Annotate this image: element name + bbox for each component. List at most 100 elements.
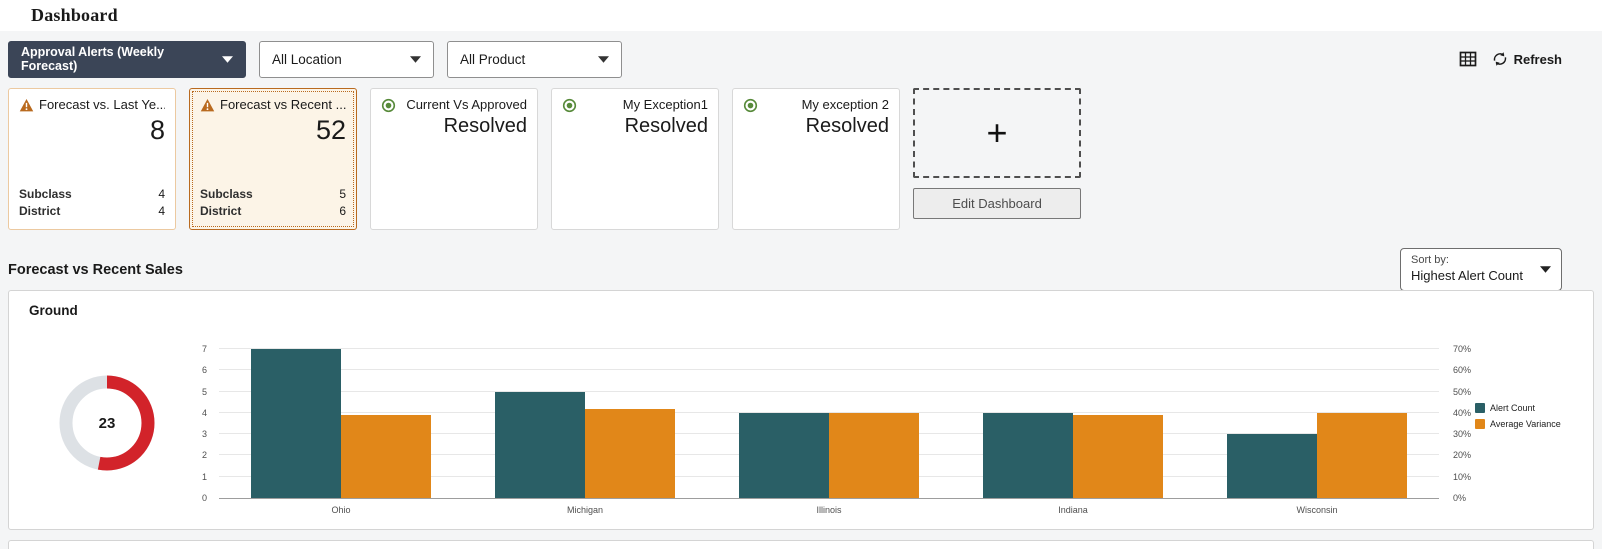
sort-value: Highest Alert Count <box>1411 267 1524 283</box>
card-value: Resolved <box>805 115 889 137</box>
left-axis-tick: 3 <box>201 429 207 440</box>
card-row-value: 6 <box>339 204 346 219</box>
sort-lines: Sort by: Highest Alert Count <box>1411 254 1523 284</box>
sort-by-select[interactable]: Sort by: Highest Alert Count <box>1400 248 1562 291</box>
card-3-resolved[interactable]: Current Vs Approved Resolved <box>370 88 538 230</box>
chevron-down-icon <box>222 55 233 63</box>
right-axis-tick: 70% <box>1453 344 1472 354</box>
card-row-label: District <box>19 204 61 219</box>
card-title: Current Vs Approved <box>406 98 527 113</box>
card-row-value: 4 <box>158 204 165 219</box>
right-axis-tick: 20% <box>1453 450 1472 461</box>
card-head: My Exception1 <box>562 98 708 113</box>
card-head: Current Vs Approved <box>381 98 527 113</box>
refresh-button[interactable]: Refresh <box>1492 51 1562 67</box>
bar-average-variance-wisconsin[interactable] <box>1317 412 1408 498</box>
left-axis-tick: 4 <box>201 407 207 418</box>
bar-average-variance-indiana[interactable] <box>1073 415 1164 498</box>
card-value: Resolved <box>443 115 527 137</box>
sort-label: Sort by: <box>1411 254 1449 266</box>
card-1-alert[interactable]: Forecast vs. Last Ye... 8 Subclass 4 Distric… <box>8 88 176 230</box>
card-row: District 6 <box>200 203 346 220</box>
card-row: District 4 <box>19 203 165 220</box>
table-grid-icon <box>1459 51 1476 67</box>
add-tile-button[interactable]: + <box>913 88 1081 178</box>
donut-center-value: 23 <box>98 414 116 432</box>
card-row-label: Subclass <box>19 187 72 202</box>
left-axis-tick: 5 <box>201 386 207 397</box>
gridline <box>219 411 1439 413</box>
location-select[interactable]: All Location <box>259 40 434 78</box>
card-5-resolved[interactable]: My exception 2 Resolved <box>732 88 900 230</box>
toolbar-right: Refresh <box>1459 50 1594 68</box>
card-title: Forecast vs Recent ... <box>220 98 346 113</box>
product-select[interactable]: All Product <box>447 40 622 78</box>
product-value: All Product <box>460 51 526 67</box>
x-axis-label: Illinois <box>816 505 842 515</box>
x-axis-label: Indiana <box>1058 505 1088 515</box>
left-axis-tick: 1 <box>201 471 207 482</box>
card-head: Forecast vs. Last Ye... <box>19 98 165 113</box>
bar-average-variance-illinois[interactable] <box>829 412 920 498</box>
warning-icon <box>19 98 34 113</box>
bar-alert-count-wisconsin[interactable] <box>1226 434 1317 498</box>
right-axis-tick: 50% <box>1453 386 1472 397</box>
refresh-icon <box>1493 52 1506 66</box>
card-row-value: 5 <box>339 187 346 202</box>
left-axis-tick: 6 <box>201 365 207 376</box>
card-4-resolved[interactable]: My Exception1 Resolved <box>551 88 719 230</box>
legend-swatch <box>1475 403 1485 413</box>
edit-dashboard-button[interactable]: Edit Dashboard <box>913 188 1081 219</box>
left-axis-tick: 0 <box>201 493 207 503</box>
card-row: Subclass 5 <box>200 186 346 203</box>
right-axis-tick: 30% <box>1453 429 1472 440</box>
resolved-icon <box>562 98 577 113</box>
bar-alert-count-michigan[interactable] <box>494 391 585 498</box>
card-row-value: 4 <box>158 187 165 202</box>
bar-alert-count-ohio[interactable] <box>250 349 341 498</box>
card-row: Subclass 4 <box>19 186 165 203</box>
resolved-icon <box>381 98 396 113</box>
left-axis-tick: 2 <box>201 450 207 461</box>
refresh-label: Refresh <box>1513 51 1562 67</box>
next-panel-edge <box>8 540 1594 549</box>
bar-alert-count-illinois[interactable] <box>738 412 829 498</box>
chart-legend: Alert Count Average Variance <box>1475 403 1561 429</box>
bar-average-variance-ohio[interactable] <box>341 415 432 498</box>
card-title: My Exception1 <box>622 98 708 113</box>
card-title: Forecast vs. Last Ye... <box>39 98 165 113</box>
left-axis-tick: 7 <box>201 344 207 354</box>
right-axis-tick: 10% <box>1453 471 1472 482</box>
table-view-button[interactable] <box>1459 50 1477 68</box>
chevron-down-icon <box>1540 265 1551 273</box>
x-axis-label: Ohio <box>331 505 351 515</box>
warning-icon <box>200 98 215 113</box>
bar-plot: 0 1 2 3 4 5 6 7 0% 10% 20% 30% 40% 50% 60% 70% Ohio Michi… <box>202 344 1471 515</box>
card-value: 52 <box>315 115 346 145</box>
dashboard-profile-select[interactable]: Approval Alerts (Weekly Forecast) <box>8 40 246 78</box>
bar-alert-count-indiana[interactable] <box>982 412 1073 498</box>
toolbar: Approval Alerts (Weekly Forecast) All Lo… <box>8 40 1594 78</box>
cards-row: Forecast vs. Last Ye... 8 Subclass 4 Distric… <box>8 88 1081 230</box>
donut-chart[interactable]: 23 <box>51 367 163 479</box>
right-axis-tick: 40% <box>1453 407 1472 418</box>
card-row-label: District <box>200 204 242 219</box>
card-breakdown: Subclass 4 District 4 <box>19 186 165 220</box>
gridline <box>219 390 1439 392</box>
app-header: Dashboard <box>0 0 1602 31</box>
card-2-alert[interactable]: Forecast vs Recent ... 52 Subclass 5 Distric… <box>189 88 357 230</box>
legend-label: Alert Count <box>1490 403 1536 413</box>
legend-label: Average Variance <box>1490 419 1561 429</box>
card-head: Forecast vs Recent ... <box>200 98 346 113</box>
legend-item: Average Variance <box>1475 419 1561 429</box>
gridline <box>219 348 1439 349</box>
gridline <box>219 369 1439 371</box>
bar-average-variance-michigan[interactable] <box>585 408 676 498</box>
dashboard-profile-value: Approval Alerts (Weekly Forecast) <box>21 45 165 73</box>
legend-swatch <box>1475 419 1485 429</box>
resolved-icon <box>743 98 758 113</box>
card-breakdown: Subclass 5 District 6 <box>200 186 346 220</box>
chevron-down-icon <box>598 55 609 63</box>
card-value: 8 <box>149 115 165 145</box>
ground-panel: Ground 23 0 1 2 3 4 5 6 7 0% 10% 20% 30% 40% 50% 60% 70… <box>8 290 1594 530</box>
